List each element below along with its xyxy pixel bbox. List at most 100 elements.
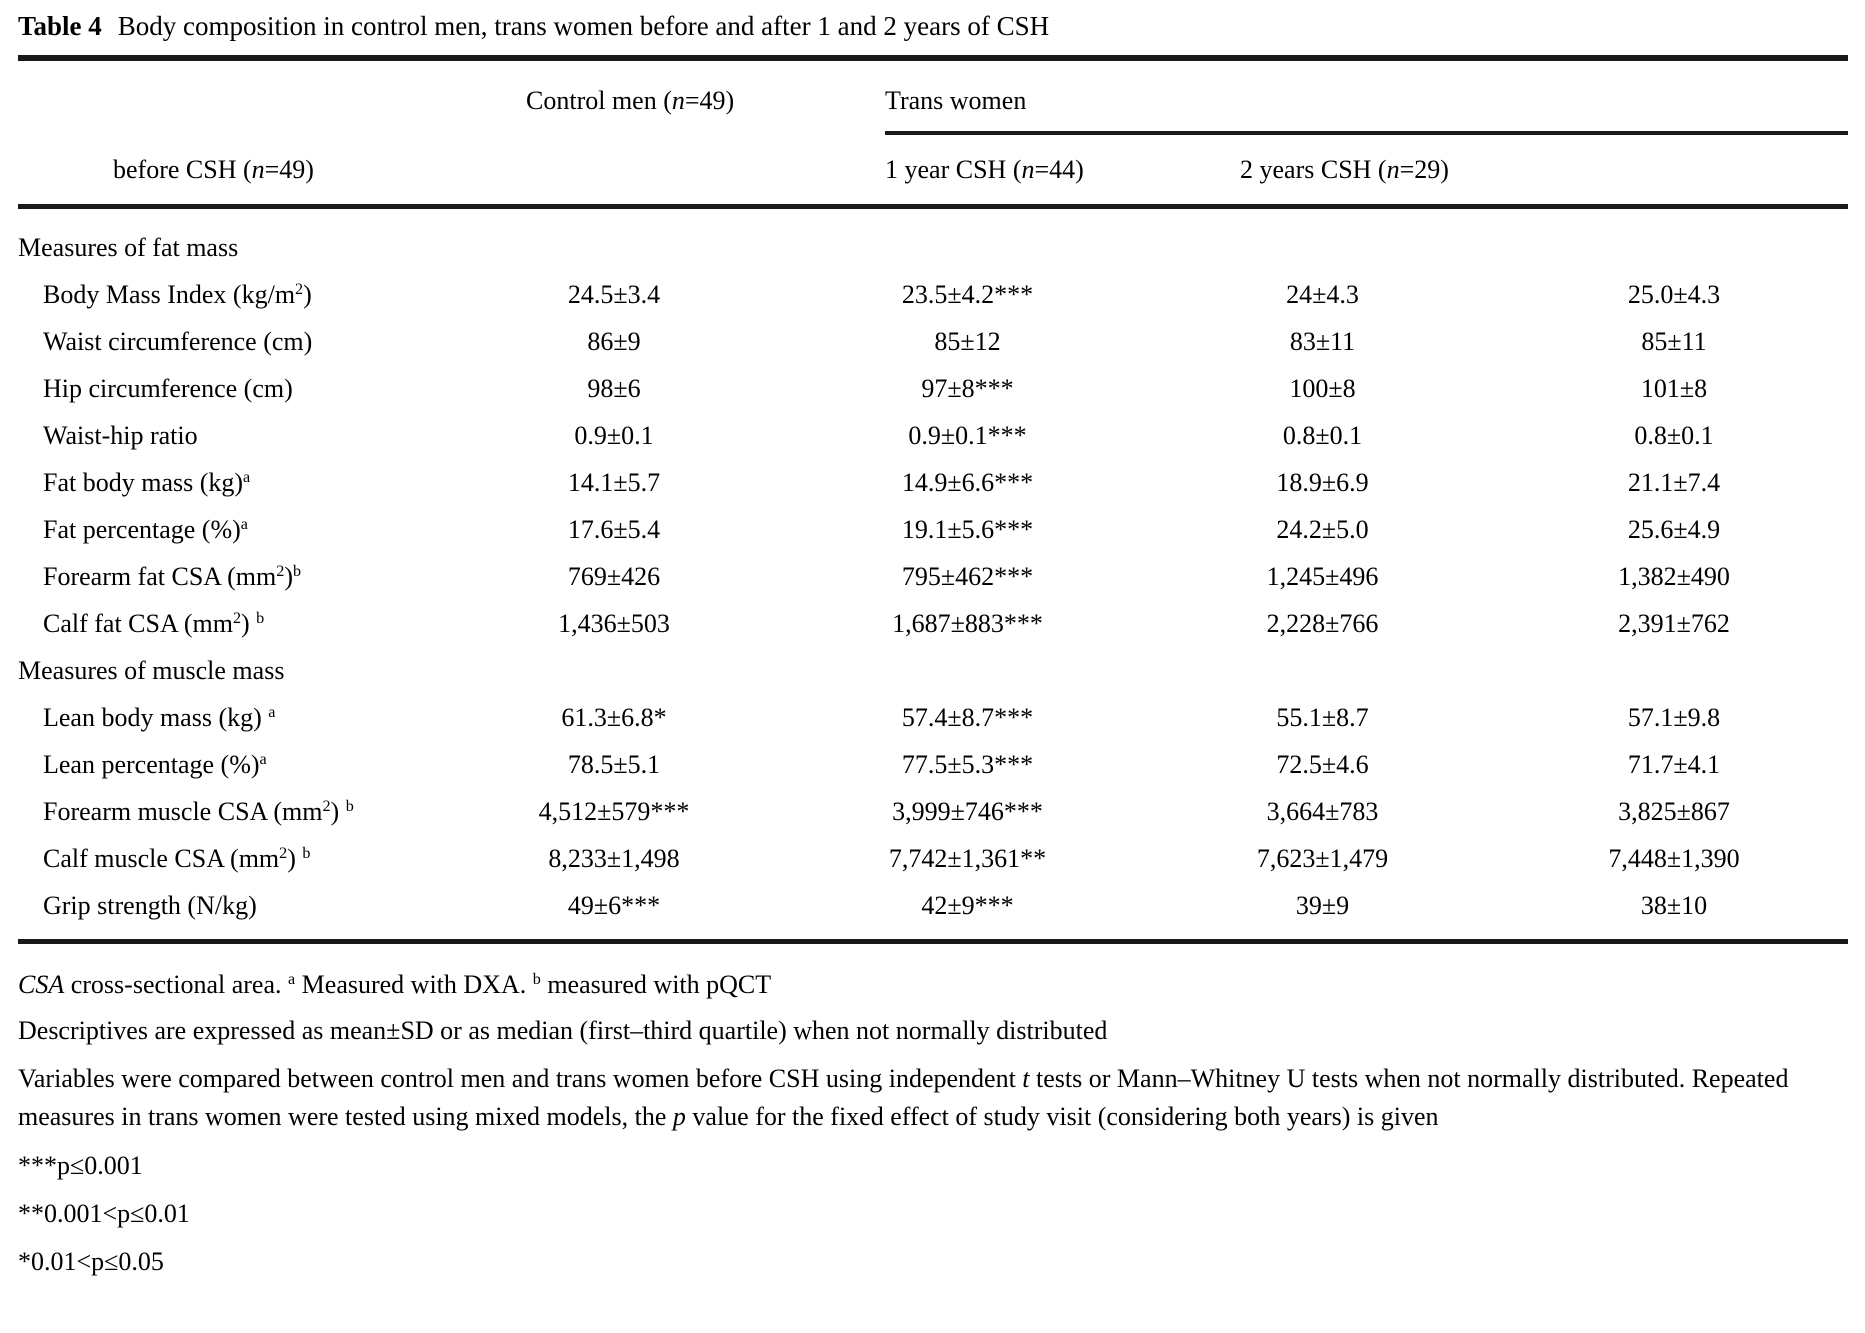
trans-women-group-underline: Trans women: [885, 86, 1849, 135]
row-label: Fat percentage (%)a: [43, 515, 248, 544]
row-label: Calf muscle CSA (mm2) b: [43, 844, 311, 873]
value-cell: 14.1±5.7: [567, 468, 661, 497]
value-cell: 25.0±4.3: [1627, 280, 1721, 309]
value-cell: 0.9±0.1***: [908, 421, 1027, 450]
table-caption-label: Table 4: [18, 11, 102, 41]
value-cell: 57.1±9.8: [1627, 703, 1721, 732]
body-composition-table: Control men (n=49) Trans women before CS…: [18, 55, 1849, 944]
value-cell: 24.2±5.0: [1276, 515, 1369, 544]
table-footnotes: CSA cross-sectional area. a Measured wit…: [18, 966, 1848, 1275]
footnote-statistics: Variables were compared between control …: [18, 1064, 1789, 1131]
table-row: Lean percentage (%)a 78.5±5.1 77.5±5.3*** 7…: [18, 742, 1848, 789]
value-cell: 85±12: [934, 327, 1001, 356]
footnote-descriptives: Descriptives are expressed as mean±SD or…: [18, 1016, 1108, 1045]
value-cell: 78.5±5.1: [567, 750, 661, 779]
table-row: Grip strength (N/kg) 49±6*** 42±9*** 39±9 38…: [18, 883, 1849, 944]
header-empty-cell: [18, 58, 438, 135]
table-body: Measures of fat mass Body Mass Index (kg/…: [18, 204, 1849, 944]
row-label: Body Mass Index (kg/m2): [43, 280, 312, 309]
column-group-trans-women: Trans women: [790, 58, 1849, 135]
value-cell: 97±8***: [921, 374, 1014, 403]
value-cell: 61.3±6.8*: [561, 703, 667, 732]
footnote-p-two-stars: **0.001<p≤0.01: [18, 1199, 190, 1228]
value-cell: 25.6±4.9: [1627, 515, 1721, 544]
value-cell: 7,742±1,361**: [888, 844, 1047, 873]
footnote-abbreviations: CSA cross-sectional area. a Measured wit…: [18, 970, 772, 999]
value-cell: 18.9±6.9: [1276, 468, 1369, 497]
value-cell: 4,512±579***: [538, 797, 690, 826]
table-row: Waist circumference (cm) 86±9 85±12 83±11 85…: [18, 319, 1848, 366]
value-cell: 24.5±3.4: [567, 280, 661, 309]
table-row: Lean body mass (kg) a 61.3±6.8* 57.4±8.7**…: [18, 695, 1848, 742]
value-cell: 8,233±1,498: [548, 844, 680, 873]
value-cell: 49±6***: [438, 883, 790, 944]
table-row: Fat percentage (%)a 17.6±5.4 19.1±5.6*** 24…: [18, 507, 1848, 554]
value-cell: 1,436±503: [558, 609, 670, 638]
table-row: Hip circumference (cm) 98±6 97±8*** 100±8 10…: [18, 366, 1848, 413]
row-label: Waist circumference (cm): [43, 327, 313, 356]
table-row: Waist-hip ratio 0.9±0.1 0.9±0.1*** 0.8±0.1 0…: [18, 413, 1848, 460]
value-cell: 21.1±7.4: [1627, 468, 1721, 497]
value-cell: 23.5±4.2***: [901, 280, 1034, 309]
header-row-groups: Control men (n=49) Trans women: [18, 58, 1849, 135]
value-cell: 0.9±0.1: [574, 421, 654, 450]
value-cell: 3,825±867: [1618, 797, 1730, 826]
value-cell: 98±6: [587, 374, 641, 403]
table-caption: Table 4 Body composition in control men, …: [18, 0, 1848, 41]
value-cell: 1,245±496: [1266, 562, 1379, 591]
value-cell: 3,999±746***: [892, 797, 1043, 826]
table-row: Calf fat CSA (mm2) b 1,436±503 1,687±883**…: [18, 601, 1848, 648]
value-cell: 38±10: [1500, 883, 1849, 944]
value-cell: 2,391±762: [1618, 609, 1730, 638]
value-cell: 0.8±0.1: [1282, 421, 1363, 450]
column-header-before-csh: before CSH (n=49): [113, 155, 314, 184]
section-label: Measures of muscle mass: [18, 656, 285, 685]
value-cell: 77.5±5.3***: [901, 750, 1034, 779]
value-cell: 85±11: [1641, 327, 1707, 356]
value-cell: 19.1±5.6***: [901, 515, 1034, 544]
row-label: Lean percentage (%)a: [43, 750, 267, 779]
value-cell: 86±9: [587, 327, 641, 356]
value-cell: 71.7±4.1: [1627, 750, 1721, 779]
table-row: Forearm fat CSA (mm2)b 769±426 795±462*** 1…: [18, 554, 1848, 601]
value-cell: 7,448±1,390: [1608, 844, 1740, 873]
row-label: Waist-hip ratio: [43, 421, 198, 450]
value-cell: 0.8±0.1: [1634, 421, 1714, 450]
column-header-1-year-csh: 1 year CSH (n=44): [885, 155, 1084, 184]
value-cell: 7,623±1,479: [1256, 844, 1389, 873]
row-label: Hip circumference (cm): [43, 374, 293, 403]
value-cell: 57.4±8.7***: [901, 703, 1034, 732]
value-cell: 83±11: [1289, 327, 1356, 356]
row-label: Lean body mass (kg) a: [43, 703, 276, 732]
value-cell: 17.6±5.4: [567, 515, 661, 544]
table-row: Body Mass Index (kg/m2) 24.5±3.4 23.5±4.2*…: [18, 272, 1848, 319]
value-cell: 3,664±783: [1266, 797, 1379, 826]
column-header-2-years-csh: 2 years CSH (n=29): [1240, 155, 1449, 184]
header-row-subcolumns: before CSH (n=49) 1 year CSH (n=44) 2 ye…: [18, 135, 1848, 207]
row-label: Forearm fat CSA (mm2)b: [43, 562, 302, 591]
footnote-p-three-stars: ***p≤0.001: [18, 1151, 143, 1180]
table-header: Control men (n=49) Trans women before CS…: [18, 58, 1849, 207]
table-row: Calf muscle CSA (mm2) b 8,233±1,498 7,742±…: [18, 836, 1848, 883]
value-cell: 769±426: [567, 562, 661, 591]
value-cell: 72.5±4.6: [1276, 750, 1369, 779]
footnote-p-one-star: *0.01<p≤0.05: [18, 1247, 164, 1276]
value-cell: 39±9: [1145, 883, 1500, 944]
value-cell: 1,382±490: [1618, 562, 1730, 591]
value-cell: 14.9±6.6***: [901, 468, 1034, 497]
value-cell: 2,228±766: [1266, 609, 1379, 638]
trans-women-group-label: Trans women: [885, 86, 1027, 115]
table-caption-text: Body composition in control men, trans w…: [117, 11, 1050, 41]
value-cell: 101±8: [1640, 374, 1708, 403]
value-cell: 795±462***: [901, 562, 1034, 591]
value-cell: 100±8: [1289, 374, 1356, 403]
table-row: Fat body mass (kg)a 14.1±5.7 14.9±6.6*** 18…: [18, 460, 1848, 507]
column-header-control-men: Control men (n=49): [526, 86, 735, 115]
section-row: Measures of fat mass: [18, 204, 1849, 272]
value-cell: 24±4.3: [1286, 280, 1359, 309]
value-cell: 42±9***: [790, 883, 1145, 944]
value-cell: 1,687±883***: [892, 609, 1043, 638]
value-cell: 55.1±8.7: [1276, 703, 1369, 732]
section-row: Measures of muscle mass: [18, 648, 1848, 695]
row-label: Forearm muscle CSA (mm2) b: [43, 797, 354, 826]
